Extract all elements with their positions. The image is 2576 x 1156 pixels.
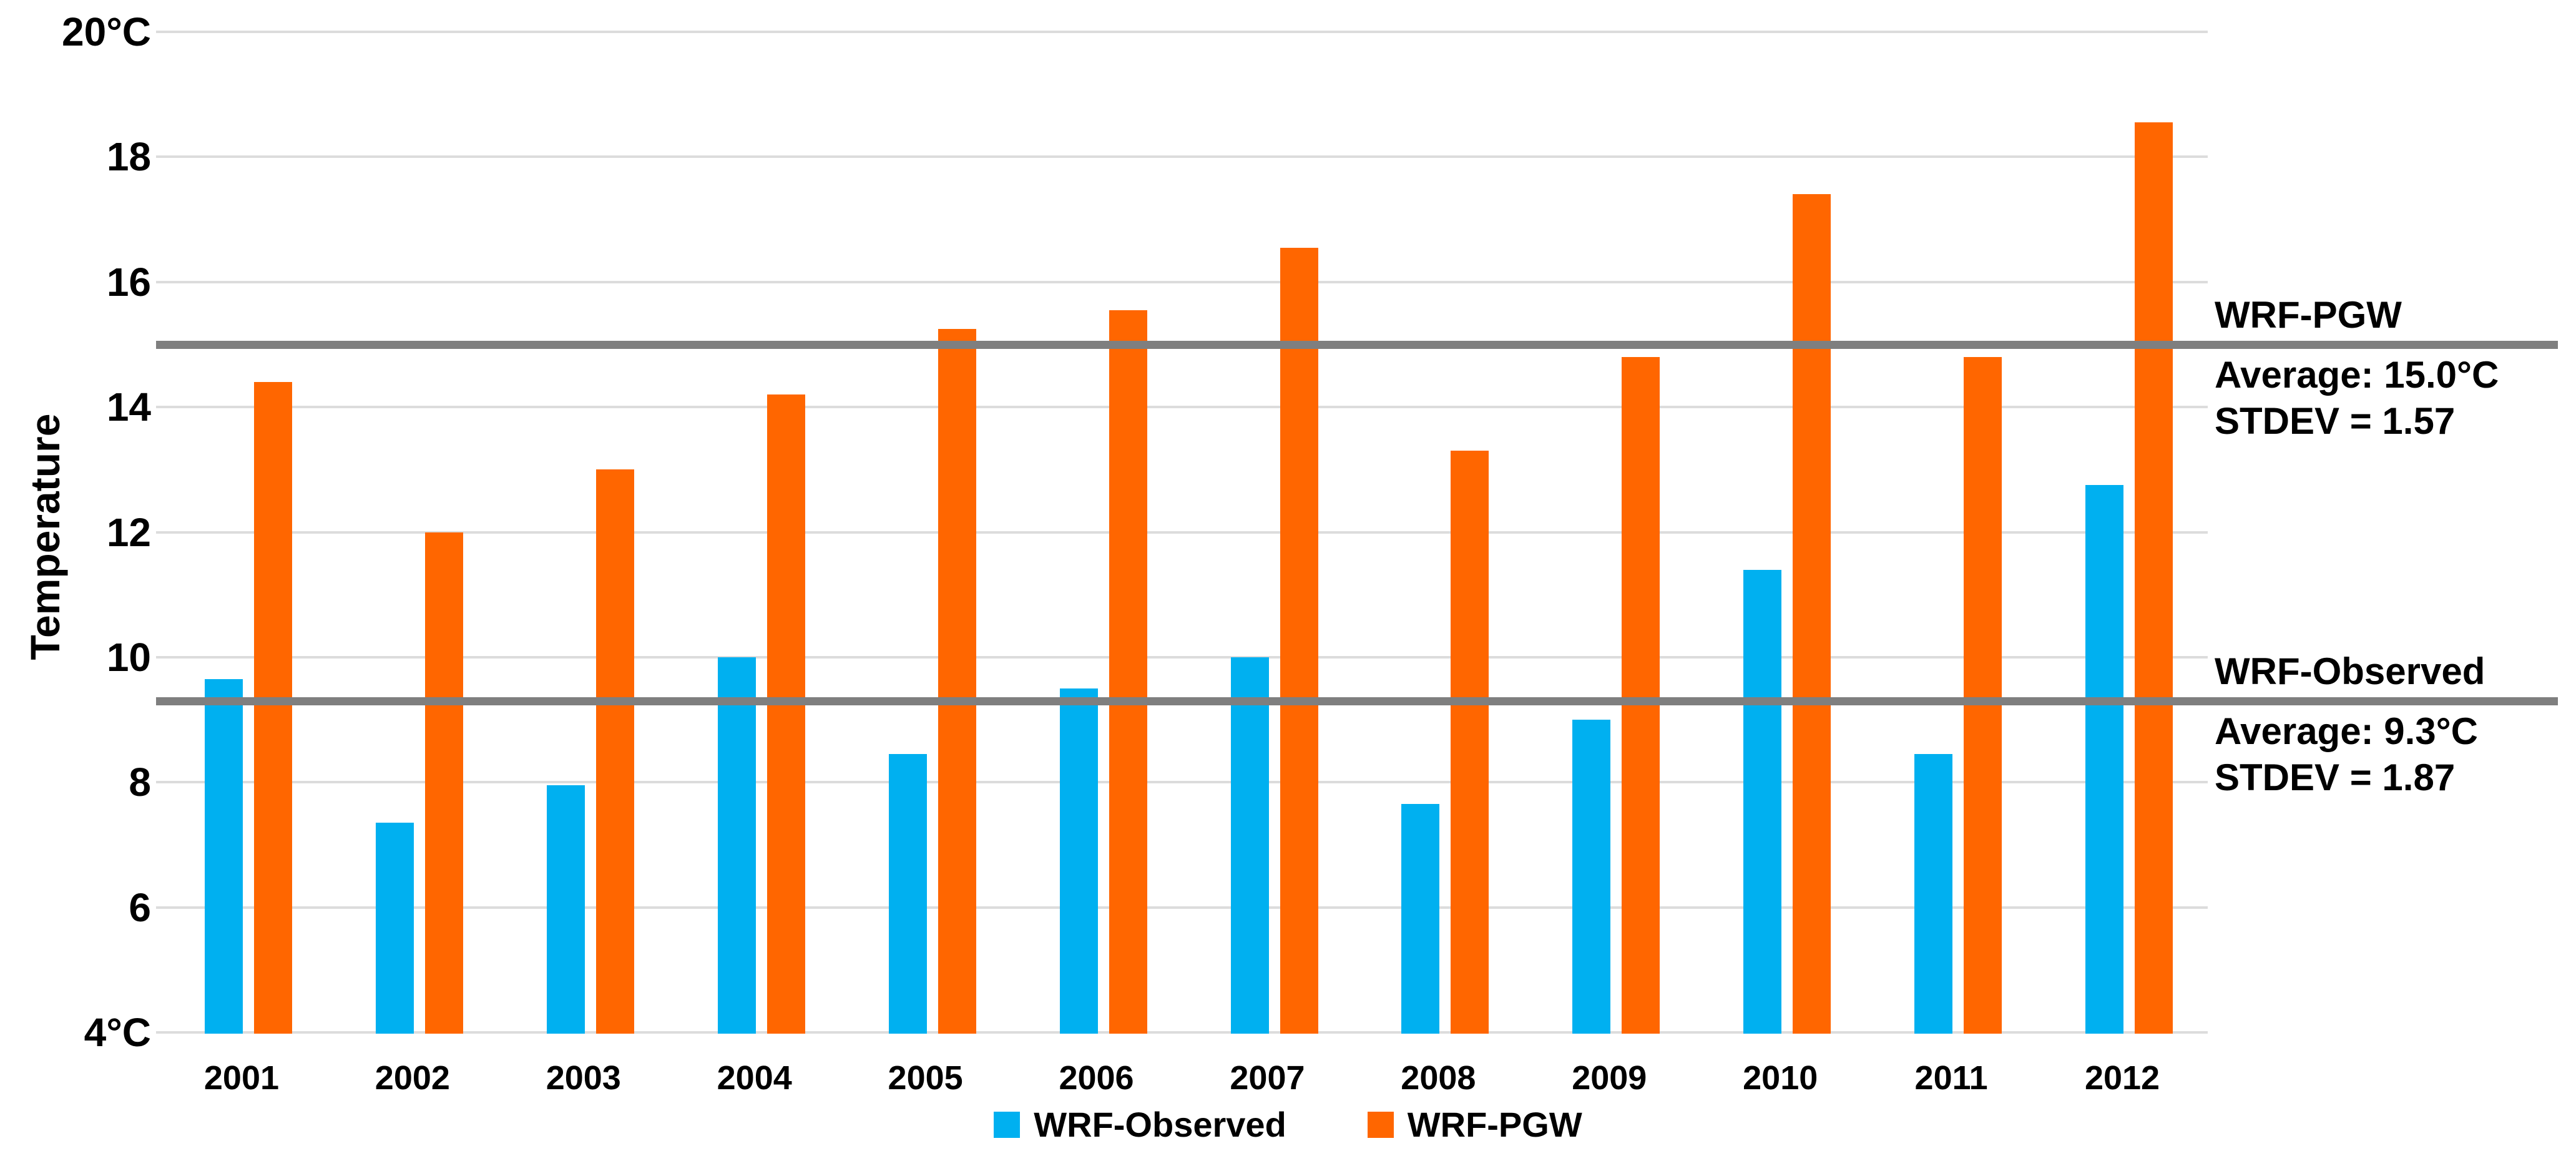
pgw-average-annotation-title: WRF-PGW <box>2215 293 2402 336</box>
wrf-observed-swatch-icon <box>994 1112 1021 1138</box>
x-axis-label-2008: 2008 <box>1401 1059 1476 1097</box>
gridline-4 <box>156 1031 2208 1034</box>
gridline-10 <box>156 655 2208 659</box>
bar-wrf-observed-2006 <box>1059 688 1098 1034</box>
bar-wrf-observed-2010 <box>1743 569 1782 1034</box>
bar-wrf-observed-2012 <box>2085 485 2124 1034</box>
bar-wrf-pgw-2011 <box>1964 356 2002 1034</box>
bar-wrf-observed-2001 <box>205 678 243 1034</box>
y-axis-title: Temperature <box>22 413 68 660</box>
gridline-8 <box>156 781 2208 784</box>
pgw-average-line <box>156 340 2558 349</box>
bar-wrf-pgw-2004 <box>766 394 805 1034</box>
bar-wrf-observed-2008 <box>1401 804 1440 1034</box>
bar-wrf-pgw-2005 <box>938 328 976 1034</box>
bar-wrf-observed-2007 <box>1230 657 1269 1034</box>
x-axis-label-2002: 2002 <box>375 1059 450 1097</box>
gridline-6 <box>156 906 2208 909</box>
gridline-12 <box>156 531 2208 534</box>
y-tick-label-14: 14 <box>106 385 151 430</box>
bar-wrf-pgw-2008 <box>1451 451 1489 1034</box>
bar-wrf-pgw-2006 <box>1109 310 1147 1034</box>
legend-item-wrf-pgw: WRF-PGW <box>1367 1105 1582 1144</box>
x-axis-label-2003: 2003 <box>546 1059 621 1097</box>
pgw-average-value-label: Average: 15.0°C <box>2215 353 2499 396</box>
x-axis-label-2005: 2005 <box>888 1059 963 1097</box>
bar-wrf-pgw-2007 <box>1280 247 1318 1034</box>
observed-average-value-label: Average: 9.3°C <box>2215 710 2478 752</box>
y-tick-label-12: 12 <box>106 509 151 555</box>
bar-wrf-observed-2011 <box>1914 754 1953 1034</box>
y-tick-label-4: 4°C <box>84 1010 151 1055</box>
bar-wrf-observed-2002 <box>375 823 414 1034</box>
legend-item-wrf-observed: WRF-Observed <box>994 1106 1286 1144</box>
legend-label-wrf-pgw: WRF-PGW <box>1407 1105 1582 1144</box>
gridline-16 <box>156 280 2208 283</box>
y-tick-label-6: 6 <box>129 884 151 930</box>
gridline-20 <box>156 31 2208 33</box>
observed-stdev-label: STDEV = 1.87 <box>2215 757 2456 798</box>
x-axis-label-2004: 2004 <box>717 1059 792 1097</box>
bar-wrf-pgw-2003 <box>595 469 634 1034</box>
y-tick-label-16: 16 <box>106 259 151 305</box>
bar-wrf-pgw-2009 <box>1622 356 1660 1034</box>
y-tick-label-20: 20°C <box>62 9 151 54</box>
observed-average-annotation-stats: Average: 9.3°C STDEV = 1.87 <box>2215 708 2478 801</box>
x-axis-label-2001: 2001 <box>203 1059 280 1097</box>
x-axis-label-2009: 2009 <box>1572 1059 1647 1097</box>
y-tick-label-8: 8 <box>129 760 151 805</box>
x-axis-label-2006: 2006 <box>1059 1059 1134 1097</box>
bar-wrf-pgw-2012 <box>2135 122 2173 1034</box>
gridline-14 <box>156 406 2208 409</box>
x-axis-label-2007: 2007 <box>1230 1059 1305 1097</box>
legend: WRF-Observed WRF-PGW <box>0 1106 2576 1144</box>
bar-wrf-pgw-2002 <box>424 532 463 1034</box>
bar-wrf-pgw-2001 <box>254 382 292 1034</box>
observed-average-line <box>156 697 2558 705</box>
x-axis-label-2010: 2010 <box>1743 1059 1818 1097</box>
bar-wrf-observed-2009 <box>1572 720 1611 1034</box>
bar-wrf-pgw-2010 <box>1793 194 1831 1034</box>
wrf-pgw-swatch-icon <box>1367 1112 1394 1138</box>
bar-wrf-observed-2003 <box>546 785 585 1034</box>
pgw-stdev-label: STDEV = 1.57 <box>2215 399 2456 442</box>
observed-average-annotation-title: WRF-Observed <box>2215 650 2485 692</box>
bar-wrf-observed-2005 <box>888 754 927 1034</box>
gridline-18 <box>156 155 2208 159</box>
legend-label-wrf-observed: WRF-Observed <box>1034 1105 1286 1144</box>
y-tick-label-18: 18 <box>106 134 151 180</box>
y-tick-label-10: 10 <box>106 634 151 680</box>
x-axis-label-2012: 2012 <box>2084 1059 2160 1097</box>
bar-wrf-observed-2004 <box>717 657 756 1034</box>
pgw-average-annotation-stats: Average: 15.0°C STDEV = 1.57 <box>2215 352 2499 444</box>
x-axis-label-2011: 2011 <box>1914 1059 1988 1097</box>
